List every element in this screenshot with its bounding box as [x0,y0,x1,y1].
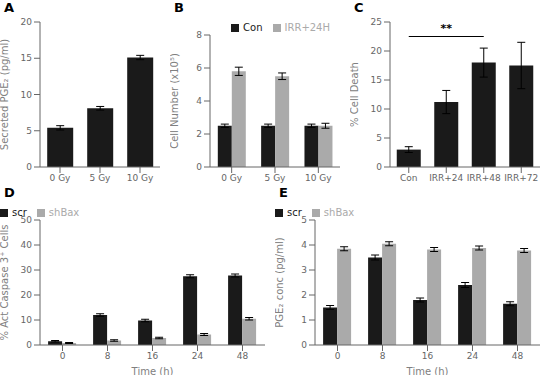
svg-text:2: 2 [196,129,202,139]
svg-text:8: 8 [105,351,111,361]
html-text:shBax: shBax [323,207,355,218]
svg-text:10: 10 [371,104,383,114]
html-text:D: D [4,185,15,200]
svg-text:1: 1 [301,315,307,325]
svg-text:4: 4 [301,240,307,250]
svg-text:15: 15 [371,75,382,85]
html-text:A: A [4,0,15,15]
html-text:shBax: shBax [48,207,80,218]
svg-text:5: 5 [301,215,307,225]
svg-text:3: 3 [301,265,307,275]
svg-text:0 Gy: 0 Gy [221,173,243,183]
svg-text:10: 10 [21,90,33,100]
svg-text:50: 50 [21,215,33,225]
svg-text:4: 4 [196,96,202,106]
html-text:scr: scr [12,207,27,218]
svg-text:10 Gy: 10 Gy [127,173,154,183]
svg-text:24: 24 [192,351,204,361]
svg-text:15: 15 [21,53,32,63]
svg-text:IRR+48: IRR+48 [467,173,501,183]
svg-text:PGE₂ conc (pg/ml): PGE₂ conc (pg/ml) [275,237,285,327]
svg-text:40: 40 [21,240,33,250]
svg-text:30: 30 [21,265,33,275]
svg-text:48: 48 [512,351,524,361]
html-text:Con: Con [243,22,263,33]
svg-text:16: 16 [147,351,159,361]
svg-text:5: 5 [26,126,32,136]
svg-text:48: 48 [237,351,249,361]
html-text:C: C [354,0,364,15]
svg-text:0: 0 [376,162,382,172]
html-text:scr: scr [287,207,302,218]
svg-text:10 Gy: 10 Gy [305,173,332,183]
svg-text:0: 0 [26,162,32,172]
svg-text:8: 8 [196,30,202,40]
svg-text:0: 0 [335,351,341,361]
svg-text:8: 8 [380,351,386,361]
svg-text:20: 20 [21,17,33,27]
svg-text:20: 20 [371,46,383,56]
svg-text:2: 2 [301,290,307,300]
html-text:IRR+24H: IRR+24H [284,22,330,33]
html-text:B: B [174,0,184,15]
svg-text:Time (h): Time (h) [406,366,449,375]
svg-text:0 Gy: 0 Gy [50,173,72,183]
svg-text:10: 10 [21,315,33,325]
svg-text:0: 0 [301,340,307,350]
svg-text:6: 6 [196,63,202,73]
svg-text:24: 24 [467,351,479,361]
svg-text:5 Gy: 5 Gy [265,173,287,183]
svg-text:0: 0 [60,351,66,361]
svg-text:20: 20 [21,290,33,300]
svg-text:0: 0 [196,162,202,172]
svg-text:IRR+72: IRR+72 [504,173,538,183]
html-text:E: E [279,185,288,200]
svg-text:5 Gy: 5 Gy [90,173,112,183]
svg-text:Cell Number (x10⁵): Cell Number (x10⁵) [170,53,180,149]
svg-text:Time (h): Time (h) [131,366,174,375]
svg-text:% Cell Death: % Cell Death [350,62,360,127]
svg-text:% Act Caspase 3⁺ Cells: % Act Caspase 3⁺ Cells [8,224,10,340]
svg-text:Con: Con [400,173,418,183]
svg-text:0: 0 [26,340,32,350]
svg-text:5: 5 [376,133,382,143]
svg-text:25: 25 [371,17,382,27]
svg-text:Secreted PGE₂ (pg/ml): Secreted PGE₂ (pg/ml) [8,39,10,150]
svg-text:16: 16 [422,351,434,361]
svg-text:IRR+24: IRR+24 [429,173,463,183]
svg-text:**: ** [440,22,452,35]
